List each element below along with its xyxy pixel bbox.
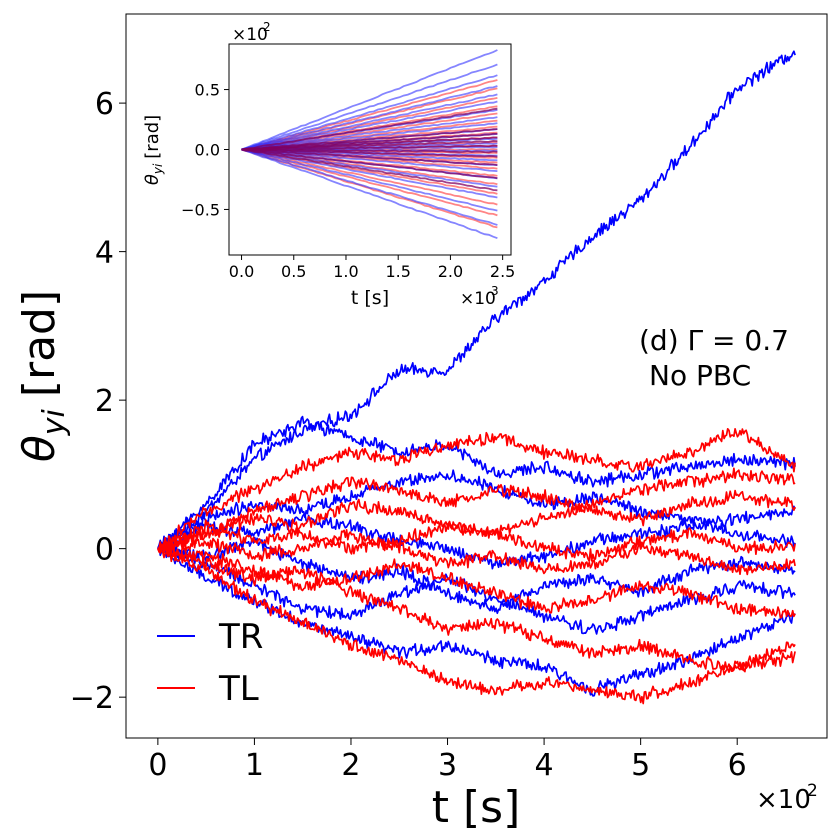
main-x-scale-exponent: 2 [807,781,818,801]
main-y-axis-label: θyi [rad] [14,290,72,462]
main-x-tick-label: 4 [535,748,554,783]
inset-blue-line [241,148,498,240]
main-y-tick-label: 0 [95,533,114,568]
inset-blue-line [241,49,498,151]
main-x-axis-label: t [s] [432,782,521,833]
svg-text:θyi[rad]: θyi [rad] [142,115,165,185]
inset-purple-line [241,136,498,151]
main-y-tick-label: 2 [95,384,114,419]
main-x-tick-label: 3 [438,748,457,783]
inset-y-scale-label: ×10 2 [232,20,271,45]
inset-y-axis: −0.5 0.0 0.5 [181,81,229,219]
main-series-group [157,50,796,705]
series-line-tr [157,536,796,615]
series-line-tr [157,50,796,551]
inset-y-label-symbol: θ [142,174,163,185]
main-y-tick-label: 6 [95,87,114,122]
inset-y-scale-base: ×10 [232,25,268,45]
main-x-scale-base: ×10 [756,785,811,815]
annotation-gamma: (d) Γ = 0.7 [639,324,789,357]
inset-blue-line [241,93,498,151]
series-line-tl [157,476,796,552]
main-x-tick-label: 2 [341,748,360,783]
series-line-tl [157,544,796,619]
main-y-tick-label: 4 [95,236,114,271]
inset-y-label-unit: [rad] [142,115,163,159]
inset-blue-line [241,63,498,151]
inset-y-tick-label: 0.5 [195,81,220,100]
series-line-tl [157,529,796,576]
svg-text:θyi[rad]: θyi [rad] [14,290,72,462]
main-x-axis: 0 1 2 3 4 5 6 [148,738,747,783]
inset-x-scale-label: ×10 3 [460,284,499,309]
inset-purple-line [241,148,498,192]
series-line-tl [157,518,796,562]
inset-x-scale-base: ×10 [460,289,496,309]
series-line-tr [157,415,796,549]
inset-purple-line [241,107,498,151]
inset-x-tick-label: 2.0 [438,262,463,281]
legend: TR TL [157,617,263,709]
main-x-tick-label: 1 [245,748,264,783]
inset-y-axis-label: θyi [rad] [142,115,165,185]
main-x-scale-label: ×10 2 [756,781,818,815]
main-y-tick-label: −2 [70,681,114,716]
inset-x-axis-label: t [s] [351,287,389,309]
inset-y-label-sub: yi [151,163,165,175]
inset-purple-line [241,148,498,166]
inset-x-tick-label: 0.0 [229,262,254,281]
inset-y-scale-exponent: 2 [263,20,271,34]
inset-x-tick-label: 2.5 [490,262,515,281]
inset-x-scale-exponent: 3 [491,284,499,298]
inset-y-tick-label: −0.5 [181,200,220,219]
main-y-label-sub: yi [37,408,72,436]
inset-blue-line [241,148,498,226]
main-x-tick-label: 5 [631,748,650,783]
inset-purple-line [241,128,498,151]
legend-tr-label: TR [218,617,263,657]
inset-blue-line [241,74,498,151]
inset-x-axis: 0.0 0.5 1.0 1.5 2.0 2.5 [229,255,515,281]
main-y-label-unit: [rad] [14,290,65,397]
series-line-tl [157,545,796,705]
inset-purple-line [241,148,498,154]
inset-x-tick-label: 0.5 [281,262,306,281]
main-y-label-symbol: θ [14,435,65,462]
series-line-tl [157,427,796,550]
inset-series-group [241,49,498,240]
inset-x-tick-label: 1.5 [385,262,410,281]
main-y-axis: −2 0 2 4 6 [70,87,126,716]
main-x-tick-label: 6 [728,748,747,783]
inset-purple-line [241,139,498,151]
annotation-pbc: No PBC [649,359,751,392]
main-plot-frame [125,13,828,739]
inset-purple-line [241,148,498,180]
main-x-tick-label: 0 [148,748,167,783]
inset-blue-line [241,148,498,199]
legend-tl-label: TL [218,669,259,709]
inset-y-tick-label: 0.0 [195,141,220,160]
inset-x-tick-label: 1.0 [333,262,358,281]
inset-blue-line [241,148,498,212]
